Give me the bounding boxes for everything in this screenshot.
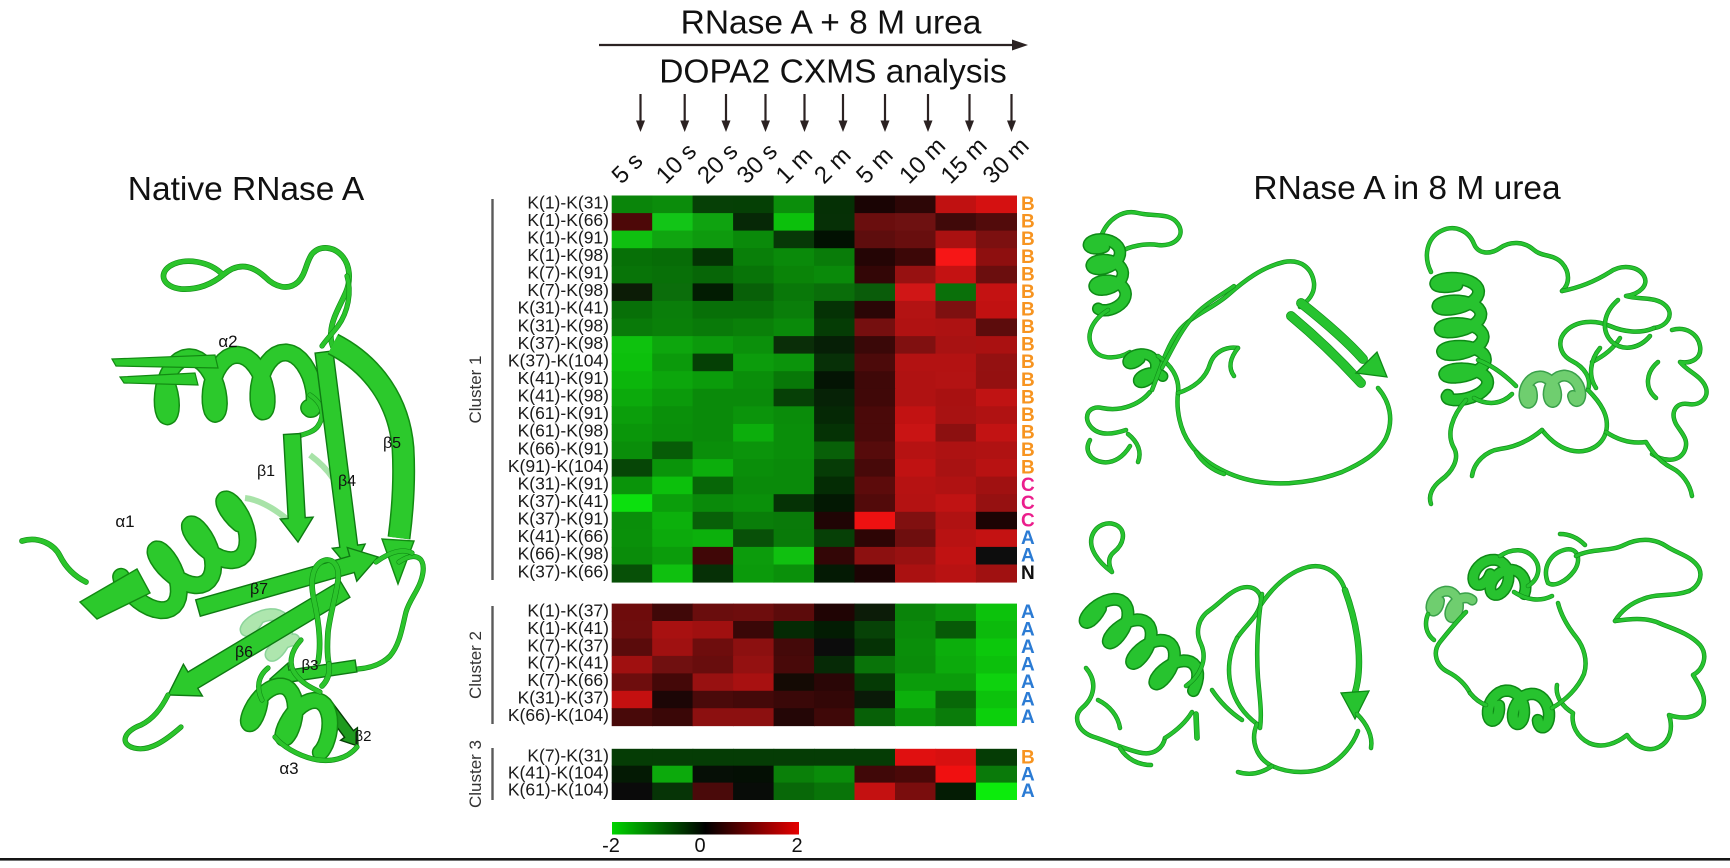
svg-text:B: B <box>1021 747 1035 768</box>
svg-text:β3: β3 <box>302 657 319 674</box>
svg-text:β2: β2 <box>355 728 372 745</box>
svg-text:K(37)-K(104): K(37)-K(104) <box>508 350 609 370</box>
svg-text:A: A <box>1021 707 1035 728</box>
svg-text:K(1)-K(41): K(1)-K(41) <box>527 618 609 638</box>
svg-text:A: A <box>1021 672 1035 693</box>
svg-text:K(31)-K(98): K(31)-K(98) <box>518 315 609 335</box>
svg-text:K(1)-K(37): K(1)-K(37) <box>527 600 609 620</box>
svg-text:A: A <box>1021 620 1035 641</box>
svg-text:K(1)-K(98): K(1)-K(98) <box>527 245 609 265</box>
svg-text:K(1)-K(91): K(1)-K(91) <box>527 227 609 247</box>
svg-text:N: N <box>1021 563 1035 584</box>
svg-text:β6: β6 <box>235 644 253 661</box>
svg-text:A: A <box>1021 528 1035 549</box>
svg-text:K(61)-K(91): K(61)-K(91) <box>518 403 609 423</box>
svg-text:B: B <box>1021 300 1035 321</box>
svg-text:B: B <box>1021 335 1035 356</box>
svg-text:K(37)-K(66): K(37)-K(66) <box>518 561 609 581</box>
svg-text:K(7)-K(66): K(7)-K(66) <box>527 670 609 690</box>
svg-text:K(7)-K(98): K(7)-K(98) <box>527 280 609 300</box>
svg-text:B: B <box>1021 387 1035 408</box>
svg-text:K(41)-K(104): K(41)-K(104) <box>508 763 609 783</box>
svg-text:Cluster 2: Cluster 2 <box>466 631 485 699</box>
svg-text:α1: α1 <box>115 512 134 531</box>
svg-text:K(41)-K(98): K(41)-K(98) <box>518 386 609 406</box>
svg-text:B: B <box>1021 352 1035 373</box>
svg-text:K(1)-K(66): K(1)-K(66) <box>527 210 609 230</box>
svg-text:B: B <box>1021 458 1035 479</box>
svg-text:β5: β5 <box>383 435 401 452</box>
svg-text:B: B <box>1021 423 1035 444</box>
svg-text:B: B <box>1021 405 1035 426</box>
svg-text:B: B <box>1021 440 1035 461</box>
svg-text:K(66)-K(98): K(66)-K(98) <box>518 544 609 564</box>
svg-text:A: A <box>1021 781 1035 802</box>
svg-text:Cluster 1: Cluster 1 <box>466 355 485 423</box>
svg-text:0: 0 <box>694 835 705 857</box>
svg-text:K(7)-K(91): K(7)-K(91) <box>527 263 609 283</box>
svg-text:C: C <box>1021 475 1035 496</box>
svg-text:K(41)-K(66): K(41)-K(66) <box>518 526 609 546</box>
svg-text:K(37)-K(41): K(37)-K(41) <box>518 491 609 511</box>
svg-text:β4: β4 <box>338 473 356 490</box>
svg-text:B: B <box>1021 194 1035 215</box>
svg-text:B: B <box>1021 247 1035 268</box>
svg-text:K(66)-K(104): K(66)-K(104) <box>508 705 609 725</box>
svg-text:A: A <box>1021 655 1035 676</box>
svg-text:A: A <box>1021 602 1035 623</box>
svg-text:A: A <box>1021 764 1035 785</box>
svg-text:C: C <box>1021 493 1035 514</box>
svg-text:RNase A in 8 M urea: RNase A in 8 M urea <box>1253 170 1561 207</box>
svg-text:K(61)-K(98): K(61)-K(98) <box>518 421 609 441</box>
svg-text:β1: β1 <box>257 463 275 480</box>
svg-text:Native RNase A: Native RNase A <box>128 171 365 208</box>
svg-text:K(7)-K(41): K(7)-K(41) <box>527 653 609 673</box>
svg-text:C: C <box>1021 510 1035 531</box>
svg-text:K(1)-K(31): K(1)-K(31) <box>527 192 609 212</box>
svg-text:K(7)-K(37): K(7)-K(37) <box>527 635 609 655</box>
svg-text:B: B <box>1021 212 1035 233</box>
svg-text:A: A <box>1021 637 1035 658</box>
svg-text:K(37)-K(98): K(37)-K(98) <box>518 333 609 353</box>
svg-text:B: B <box>1021 264 1035 285</box>
svg-text:β7: β7 <box>250 581 268 598</box>
svg-text:Cluster 3: Cluster 3 <box>466 740 485 808</box>
svg-text:2: 2 <box>791 835 802 857</box>
svg-text:K(31)-K(91): K(31)-K(91) <box>518 473 609 493</box>
svg-text:K(91)-K(104): K(91)-K(104) <box>508 456 609 476</box>
svg-text:DOPA2 CXMS analysis: DOPA2 CXMS analysis <box>659 54 1007 91</box>
svg-text:B: B <box>1021 317 1035 338</box>
svg-text:K(41)-K(91): K(41)-K(91) <box>518 368 609 388</box>
svg-text:K(66)-K(91): K(66)-K(91) <box>518 438 609 458</box>
svg-text:A: A <box>1021 689 1035 710</box>
svg-text:K(61)-K(104): K(61)-K(104) <box>508 779 609 799</box>
svg-text:α3: α3 <box>279 759 298 778</box>
svg-text:B: B <box>1021 229 1035 250</box>
svg-text:-2: -2 <box>602 835 620 857</box>
svg-text:RNase A + 8 M urea: RNase A + 8 M urea <box>681 5 982 42</box>
svg-text:B: B <box>1021 370 1035 391</box>
svg-text:α2: α2 <box>218 332 237 351</box>
svg-text:K(31)-K(37): K(31)-K(37) <box>518 688 609 708</box>
svg-text:K(37)-K(91): K(37)-K(91) <box>518 509 609 529</box>
svg-text:K(7)-K(31): K(7)-K(31) <box>527 746 609 766</box>
svg-text:B: B <box>1021 282 1035 303</box>
svg-text:K(31)-K(41): K(31)-K(41) <box>518 298 609 318</box>
svg-text:A: A <box>1021 546 1035 567</box>
